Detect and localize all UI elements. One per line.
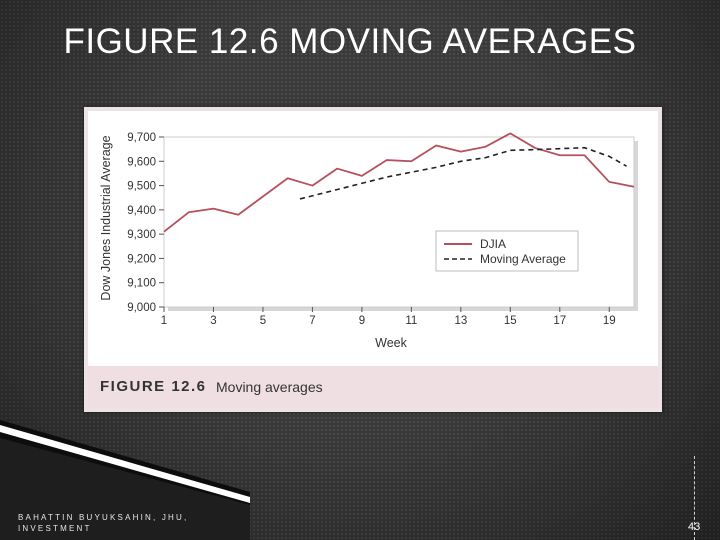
x-tick-label: 11 [405,315,417,327]
legend-label: Moving Average [480,252,566,266]
figure-caption: FIGURE 12.6 Moving averages [88,366,658,408]
legend-label: DJIA [480,237,506,251]
x-tick-label: 9 [359,315,365,327]
y-tick-label: 9,700 [127,132,156,144]
figure-frame: 9,000 9,100 9,200 9,300 9,400 9,500 9,600 9,700… [84,107,662,412]
x-axis-title: Week [375,336,407,350]
y-axis-title: Dow Jones Industrial Average [99,135,113,300]
caption-text: Moving averages [216,379,323,395]
x-tick-label: 3 [210,315,216,327]
series-line-djia [163,132,635,233]
y-tick-label: 9,000 [127,302,156,314]
slide-title: FIGURE 12.6 MOVING AVERAGES [63,22,637,61]
page-number: 43 [688,521,701,533]
footer-line-2: INVESTMENT [18,524,92,533]
x-tick-label: 13 [454,315,467,327]
plot-area [163,136,635,308]
series-line-moving-average [299,146,627,200]
plot-panel: 9,000 9,100 9,200 9,300 9,400 9,500 9,600 9,700… [88,111,658,366]
caption-figure-number: FIGURE 12.6 [100,378,207,395]
y-tick-label: 9,200 [127,253,156,265]
legend-box [435,230,579,272]
page-divider [694,456,695,540]
x-tick-label: 15 [504,315,517,327]
x-tick-label: 17 [553,315,566,327]
moving-average-chart: 9,000 9,100 9,200 9,300 9,400 9,500 9,600 9,700… [99,132,638,350]
x-tick-label: 1 [161,315,167,327]
y-tick-label: 9,300 [127,229,156,241]
y-tick-label: 9,100 [127,278,156,290]
x-tick-label: 19 [603,315,616,327]
y-tick-label: 9,600 [127,156,156,168]
y-tick-label: 9,400 [127,205,156,217]
x-tick-label: 7 [309,315,315,327]
footer-author: BAHATTIN BUYUKSAHIN, JHU, INVESTMENT [18,512,188,534]
y-tick-label: 9,500 [127,181,156,193]
footer-line-1: BAHATTIN BUYUKSAHIN, JHU, [18,513,189,522]
x-tick-label: 5 [260,315,266,327]
